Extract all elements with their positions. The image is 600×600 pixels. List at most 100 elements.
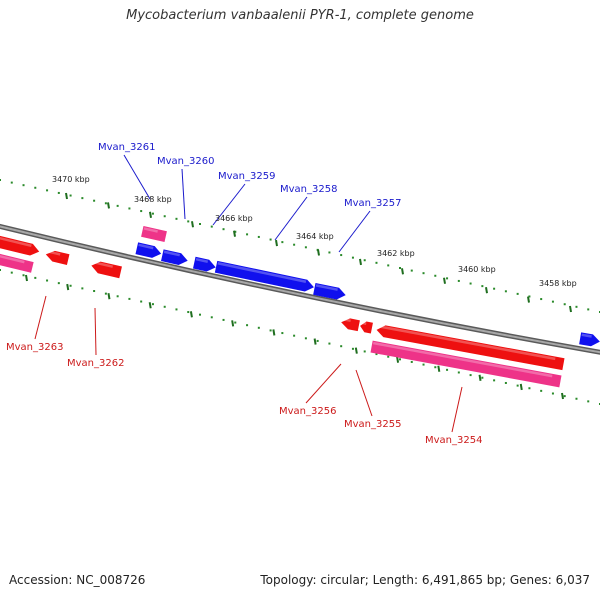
forward-cds-arrow-body: [313, 282, 346, 300]
inner-tick-track: [0, 269, 600, 405]
outer-tick-dot: [246, 233, 249, 236]
reverse-cds-arrow-shine: [378, 325, 556, 361]
outer-tick-dot: [434, 274, 437, 277]
inner-tick-dot: [293, 334, 296, 337]
tick-label: 3468 kbp: [134, 195, 172, 204]
inner-major-tick: [148, 302, 152, 309]
inner-major-tick: [396, 356, 400, 363]
gene-label: Mvan_3254: [425, 435, 482, 446]
inner-tick-dot: [151, 303, 154, 306]
reverse-cds-arrow-body: [45, 250, 70, 266]
reverse-cds-arrow-body: [376, 325, 565, 371]
reverse-gene-bar-shine: [373, 341, 553, 378]
inner-tick-dot: [587, 400, 590, 403]
inner-tick-dot: [10, 271, 13, 274]
gene-callout-line: [338, 210, 371, 253]
gene-label: Mvan_3257: [344, 198, 401, 209]
inner-tick-dot: [22, 274, 25, 277]
outer-tick-dot: [163, 215, 166, 218]
reverse-cds-arrow-shine: [342, 318, 351, 323]
inner-major-tick: [189, 311, 193, 318]
gene-callout-line: [94, 307, 97, 356]
reverse-cds-arrow-shine: [0, 233, 32, 248]
inner-major-tick: [313, 338, 317, 345]
outer-tick-dot: [69, 194, 72, 197]
reverse-cds-arrow-shine: [92, 260, 113, 268]
inner-major-tick: [25, 274, 28, 282]
forward-cds-arrow-shine: [138, 243, 154, 250]
inner-tick-dot: [457, 371, 460, 374]
outer-tick-dot: [551, 300, 554, 303]
inner-tick-dot: [210, 316, 213, 319]
inner-tick-dot: [434, 366, 437, 369]
inner-tick-dot: [246, 324, 249, 327]
reverse-gene-bar-body: [141, 226, 167, 242]
inner-major-tick: [561, 392, 564, 400]
forward-cds-arrow-shine: [195, 257, 209, 263]
inner-tick-dot: [481, 376, 484, 379]
reverse-cds-arrow: [45, 250, 70, 266]
gene-label: Mvan_3259: [218, 171, 275, 182]
callout-lines: [34, 154, 463, 433]
forward-cds-arrow-body: [161, 249, 188, 265]
outer-tick-dot: [57, 191, 60, 194]
inner-tick-dot: [316, 339, 319, 342]
gene-label: Mvan_3261: [98, 142, 155, 153]
outer-tick-dot: [140, 210, 143, 213]
reverse-gene-bar-shine: [0, 252, 25, 264]
outer-tick-dot: [410, 269, 413, 272]
outer-tick-dot: [563, 303, 566, 306]
inner-tick-dot: [257, 326, 260, 329]
tick-label: 3470 kbp: [52, 175, 90, 184]
inner-tick-dot: [199, 313, 201, 316]
inner-tick-dot: [375, 353, 378, 356]
tick-label: 3462 kbp: [377, 249, 415, 258]
reverse-cds-arrow-body: [341, 318, 360, 332]
outer-tick-dot: [22, 184, 25, 187]
inner-tick-dot: [234, 321, 237, 324]
outer-tick-dot: [10, 181, 13, 184]
inner-major-tick: [231, 320, 235, 327]
inner-tick-dot: [422, 363, 425, 366]
outer-tick-dot: [540, 298, 543, 301]
gene-label: Mvan_3263: [6, 342, 63, 353]
tick-label: 3464 kbp: [296, 232, 334, 241]
outer-tick-dot: [175, 217, 178, 220]
reverse-cds-arrow: [0, 232, 40, 256]
outer-tick-dot: [304, 246, 307, 249]
forward-cds-arrow-body: [192, 256, 216, 272]
outer-major-tick: [65, 192, 68, 200]
inner-major-tick: [478, 374, 482, 382]
outer-tick-dot: [387, 264, 390, 267]
gene-label: Mvan_3256: [279, 406, 336, 417]
outer-tick-dot: [575, 305, 578, 308]
forward-cds-arrow: [214, 260, 314, 292]
outer-tick-dot: [128, 207, 131, 210]
gene-label: Mvan_3260: [157, 156, 214, 167]
outer-major-tick: [233, 230, 236, 237]
inner-tick-dot: [399, 358, 401, 361]
inner-tick-dot: [304, 337, 307, 340]
inner-tick-dot: [116, 295, 119, 298]
inner-major-tick: [519, 383, 523, 391]
outer-tick-dot: [457, 279, 460, 282]
outer-tick-dot: [399, 267, 401, 269]
outer-tick-dot: [0, 179, 1, 181]
forward-cds-arrow-shine: [581, 333, 592, 338]
outer-tick-dot: [199, 223, 201, 225]
inner-tick-dot: [69, 284, 72, 287]
inner-major-tick: [354, 347, 358, 354]
outer-tick-dot: [293, 243, 296, 246]
outer-major-tick: [149, 211, 152, 218]
tick-label: 3460 kbp: [458, 265, 496, 274]
outer-tick-dot: [210, 225, 213, 228]
inner-tick-dot: [504, 381, 507, 384]
outer-tick-dot: [516, 292, 519, 295]
outer-major-tick: [527, 296, 530, 303]
inner-tick-dot: [387, 355, 390, 358]
tick-labels: 3470 kbp 3468 kbp 3466 kbp 3464 kbp 3462 kbp…: [52, 175, 577, 288]
inner-major-tick: [272, 329, 276, 336]
reverse-gene-bar-shine: [143, 227, 158, 233]
forward-cds-arrow: [192, 256, 216, 272]
outer-tick-dot: [528, 295, 531, 298]
